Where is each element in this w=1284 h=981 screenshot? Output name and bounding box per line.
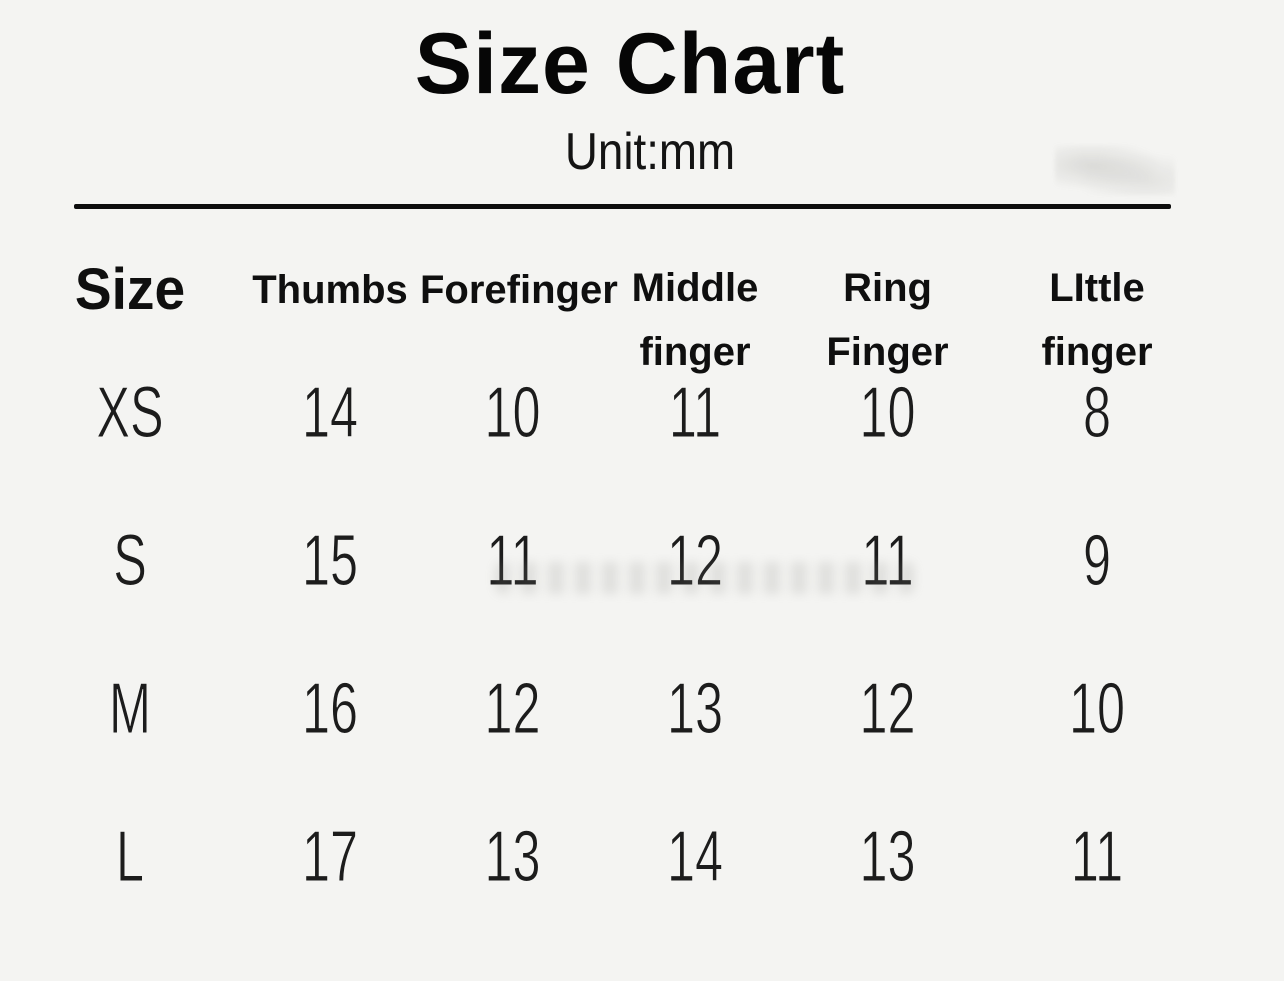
column-header-forefinger: Forefinger [420,268,618,312]
row-label: XS [96,373,164,454]
cell-value: 13 [484,817,541,898]
table-header-row: Size Thumbs Forefinger Middle finger Rin… [0,209,1284,375]
cell-value: 15 [301,521,359,602]
page-title: Size Chart [414,16,846,112]
cell-value: 11 [668,373,722,454]
column-header-middle-finger: Middle finger [631,266,759,374]
cell-value: 10 [1068,669,1126,750]
cell-value: 14 [301,373,359,454]
cell-value: 13 [666,669,724,750]
cell-value: 14 [666,817,724,898]
column-header-thumbs: Thumbs [252,268,408,312]
cell-value: 8 [1082,373,1112,454]
watermark-smudge [495,562,915,594]
column-header-little-finger: LIttle finger [1041,266,1153,374]
cell-value: 9 [1082,521,1112,602]
cell-value: 11 [861,521,914,602]
cell-value: 10 [484,373,541,454]
cell-value: 12 [859,669,916,750]
row-label: L [115,817,145,898]
cell-value: 16 [301,669,359,750]
cell-value: 11 [486,521,539,602]
cell-value: 17 [301,817,359,898]
column-header-ring-finger: Ring Finger [826,266,949,374]
table-row-xs: XS 14 10 11 10 8 [0,339,1284,487]
table-row-s: S 15 11 12 11 9 [0,487,1284,635]
cell-value: 12 [666,521,724,602]
column-header-size: Size [74,257,186,322]
cell-value: 13 [859,817,916,898]
size-table: Size Thumbs Forefinger Middle finger Rin… [0,209,1284,931]
scan-noise-speck [1055,145,1175,195]
cell-value: 10 [859,373,916,454]
row-label: S [113,521,147,602]
table-row-m: M 16 12 13 12 10 [0,635,1284,783]
table-row-l: L 17 13 14 13 11 [0,783,1284,931]
cell-value: 11 [1070,817,1124,898]
row-label: M [109,669,152,750]
unit-label: Unit:mm [564,123,736,181]
cell-value: 12 [484,669,541,750]
divider-line [74,204,1171,209]
